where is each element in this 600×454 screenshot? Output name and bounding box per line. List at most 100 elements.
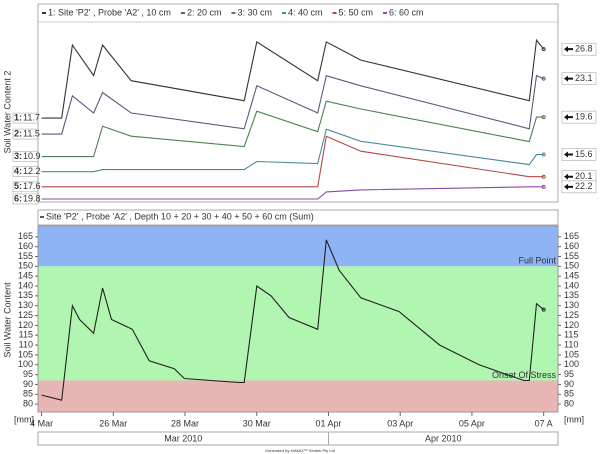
end-point (541, 47, 546, 52)
full-band (38, 226, 558, 267)
y-tick-label: 105 (18, 349, 33, 359)
start-label-box (12, 181, 39, 193)
y-tick-label: 95 (23, 369, 33, 379)
start-label-box (12, 166, 39, 177)
start-value: 12.2 (23, 166, 41, 176)
x-tick-label: 05 Apr (459, 418, 485, 428)
y-tick-label: 125 (18, 310, 33, 320)
legend-entry: 3: 30 cm (237, 7, 272, 17)
y2-tick-label: 95 (564, 369, 574, 379)
y2-tick-label: 105 (564, 349, 579, 359)
end-arrow (564, 114, 573, 121)
x-tick-label: 26 Mar (99, 418, 127, 428)
y2-tick-label: 155 (564, 251, 579, 261)
start-key: 1: (14, 112, 22, 122)
start-value: 10.9 (23, 151, 41, 161)
end-point (541, 76, 546, 81)
end-arrow (564, 183, 573, 190)
end-label-box (561, 72, 597, 85)
start-value: 11.5 (23, 128, 40, 138)
y-tick-label: 90 (23, 379, 33, 389)
start-key: 4: (14, 166, 22, 176)
y-tick-label: 135 (18, 290, 33, 300)
month-label: Apr 2010 (425, 433, 462, 443)
end-point (541, 152, 546, 157)
title-row (37, 209, 559, 226)
start-key: 5: (14, 181, 22, 191)
legend-entry: 4: 40 cm (288, 7, 323, 17)
start-label-box (12, 151, 39, 162)
y-tick-label: 110 (19, 339, 33, 349)
legend-entry: 6: 60 cm (389, 7, 424, 17)
legend-entry: 2: 20 cm (187, 7, 222, 17)
y2-tick-label: 160 (564, 241, 579, 251)
series-line (41, 38, 545, 119)
end-point (541, 174, 546, 179)
series-line (41, 186, 544, 200)
y2-tick-label: 130 (564, 300, 579, 310)
legend-entry: 5: 50 cm (338, 7, 373, 17)
month-row (37, 431, 559, 446)
y2-tick-label: 100 (564, 359, 579, 369)
series-line (41, 128, 544, 173)
y-tick-label: 145 (18, 271, 33, 281)
y-tick-label: 115 (19, 330, 33, 340)
end-value: 19.6 (575, 112, 593, 122)
y2-tick-label: 115 (564, 330, 578, 340)
x-tick-label: 01 Apr (315, 418, 341, 428)
y-tick-label: 100 (18, 359, 33, 369)
start-label-box (12, 128, 39, 140)
x-tick-label: 03 Apr (387, 418, 413, 428)
y-tick-label: 165 (18, 231, 33, 241)
end-arrow (564, 46, 573, 53)
y2-tick-label: 125 (564, 310, 579, 320)
stress-band (38, 266, 558, 381)
start-key: 6: (14, 193, 22, 203)
y-tick-label: 120 (18, 320, 33, 330)
series-line (41, 74, 544, 135)
y-tick-label: 155 (18, 251, 33, 261)
y-tick-label: 140 (18, 280, 33, 290)
x-tick-label: 30 Mar (243, 418, 271, 428)
unit-label-right: [mm] (564, 414, 584, 424)
plot-frame (37, 3, 559, 203)
start-value: 19.8 (23, 193, 41, 203)
series-line (41, 100, 544, 158)
series-line (41, 239, 545, 401)
y2-tick-label: 150 (564, 261, 579, 271)
bottom-y-label: Soil Water Content (2, 282, 12, 358)
end-point (541, 115, 546, 120)
y2-tick-label: 90 (564, 379, 574, 389)
end-arrow (564, 75, 573, 82)
full-point-label: Full Point (518, 256, 556, 266)
end-label-box (561, 180, 597, 194)
y-tick-label: 150 (18, 261, 33, 271)
end-label-box (561, 148, 597, 161)
end-value: 22.2 (575, 181, 593, 191)
x-tick-label: 07 A (535, 418, 553, 428)
y-tick-label: 130 (18, 300, 33, 310)
end-value: 26.8 (575, 44, 593, 54)
y2-tick-label: 85 (564, 389, 574, 399)
y-tick-label: 85 (23, 389, 33, 399)
end-arrow (564, 151, 573, 158)
start-label-box (12, 112, 39, 124)
top-y-label: Soil Water Content 2 (2, 71, 12, 154)
y2-tick-label: 135 (564, 290, 579, 300)
end-value: 15.6 (575, 149, 593, 159)
y2-tick-label: 110 (564, 339, 578, 349)
footer: Generated by IrriMAX™ Sentek Pty Ltd (265, 448, 335, 453)
end-arrow (564, 173, 573, 180)
end-value: 20.1 (575, 171, 593, 181)
series-line (41, 135, 544, 188)
y-tick-label: 160 (18, 241, 33, 251)
end-label-box (561, 110, 597, 124)
y-tick-label: 80 (23, 399, 33, 409)
end-point (541, 307, 546, 312)
end-point (541, 184, 546, 189)
y2-tick-label: 80 (564, 399, 574, 409)
end-label-box (561, 42, 597, 56)
y2-tick-label: 165 (564, 231, 579, 241)
y2-tick-label: 120 (564, 320, 579, 330)
